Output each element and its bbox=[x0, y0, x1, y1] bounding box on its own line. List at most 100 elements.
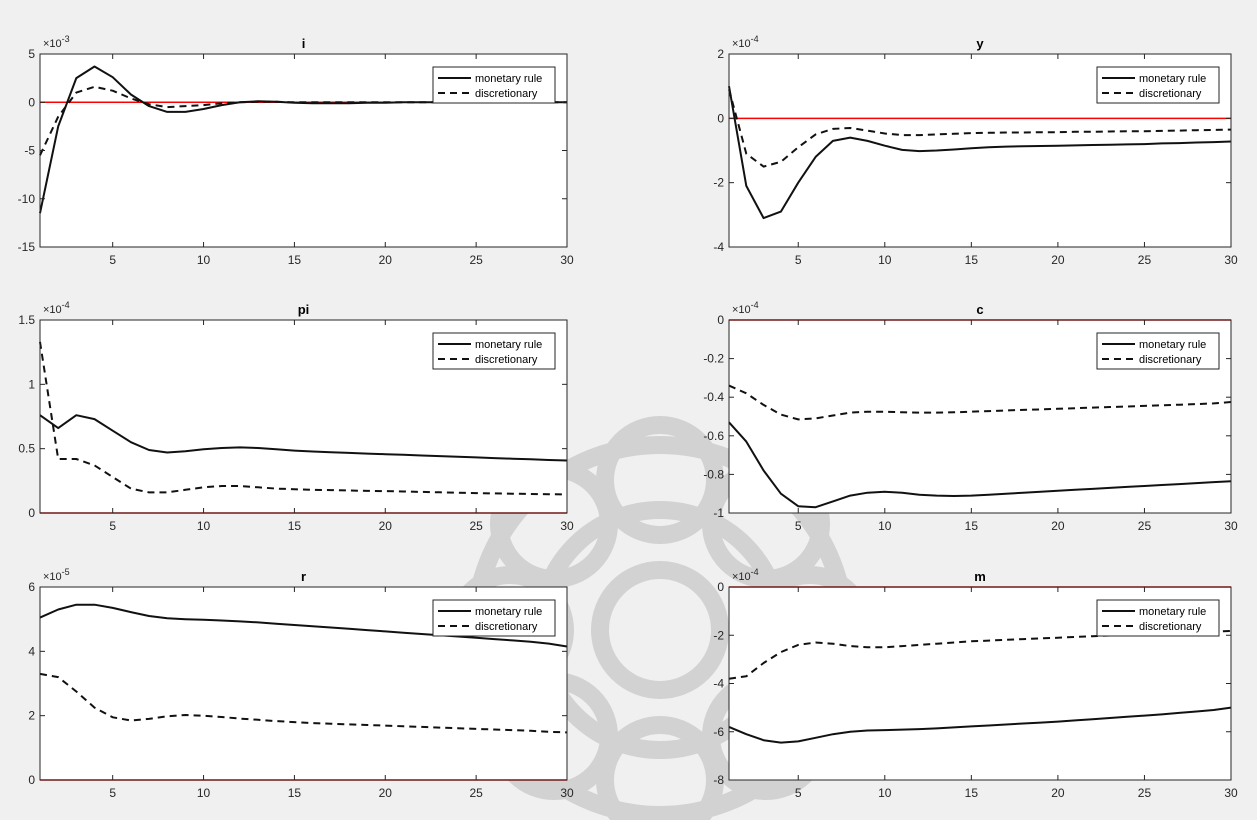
y-tick-label: -5 bbox=[24, 144, 35, 158]
legend-box bbox=[1096, 599, 1220, 637]
x-tick-label: 30 bbox=[1224, 253, 1238, 267]
chart-title: m bbox=[974, 569, 986, 584]
y-tick-label: 0 bbox=[717, 580, 724, 594]
x-tick-label: 10 bbox=[197, 786, 211, 800]
series-line-discretionary bbox=[728, 89, 1232, 168]
y-tick-label: 6 bbox=[28, 580, 35, 594]
chart-title: r bbox=[301, 569, 306, 584]
legend-label: monetary rule bbox=[475, 73, 542, 85]
legend-box bbox=[432, 599, 556, 637]
legend: monetary rule discretionary bbox=[432, 66, 556, 104]
series-line-monetary-rule bbox=[728, 421, 1232, 509]
y-tick-label: 5 bbox=[28, 47, 35, 61]
legend-label: discretionary bbox=[475, 88, 538, 100]
axes-border bbox=[728, 53, 1232, 248]
y-tick-label: -0.6 bbox=[703, 429, 724, 443]
subplot-pi: 5 10 15 20 25 30 0 0.5 1 1.5 ×10-4 pi monetary rule d… bbox=[18, 300, 574, 533]
y-tick-label: -0.8 bbox=[703, 467, 724, 481]
x-tick-label: 10 bbox=[878, 519, 892, 533]
legend-label: monetary rule bbox=[1139, 73, 1206, 85]
x-tick-label: 15 bbox=[965, 786, 979, 800]
x-tick-label: 5 bbox=[109, 519, 116, 533]
x-tick-label: 20 bbox=[1051, 519, 1065, 533]
y-tick-label: -8 bbox=[713, 773, 724, 787]
chart-title: i bbox=[302, 36, 306, 51]
x-tick-label: 15 bbox=[288, 786, 302, 800]
legend-label: discretionary bbox=[1139, 354, 1202, 366]
y-tick-label: -10 bbox=[18, 192, 36, 206]
series-line-discretionary bbox=[39, 672, 568, 734]
x-tick-label: 20 bbox=[1051, 253, 1065, 267]
axis-exponent-label: ×10-5 bbox=[43, 567, 70, 583]
x-tick-label: 20 bbox=[1051, 786, 1065, 800]
subplot-i: 5 10 15 20 25 30 -15 -10 -5 0 5 ×10-3 i monetary rule… bbox=[18, 34, 574, 267]
x-tick-label: 30 bbox=[1224, 519, 1238, 533]
series-line-monetary-rule bbox=[728, 86, 1232, 220]
x-tick-label: 15 bbox=[288, 519, 302, 533]
axis-exponent-label: ×10-4 bbox=[732, 34, 759, 50]
x-tick-label: 20 bbox=[379, 253, 393, 267]
x-tick-label: 15 bbox=[965, 519, 979, 533]
x-tick-label: 5 bbox=[795, 253, 802, 267]
y-tick-label: 0 bbox=[28, 773, 35, 787]
legend-label: monetary rule bbox=[475, 339, 542, 351]
y-tick-label: -0.2 bbox=[703, 352, 724, 366]
legend-label: monetary rule bbox=[1139, 339, 1206, 351]
y-tick-label: -2 bbox=[713, 628, 724, 642]
y-tick-label: 0 bbox=[717, 111, 724, 125]
legend-box bbox=[432, 332, 556, 370]
y-tick-label: 2 bbox=[28, 709, 35, 723]
legend-box bbox=[432, 66, 556, 104]
chart-title: c bbox=[976, 302, 983, 317]
x-tick-label: 25 bbox=[469, 786, 483, 800]
axis-exponent-label: ×10-3 bbox=[43, 34, 70, 50]
legend: monetary rule discretionary bbox=[1096, 599, 1220, 637]
x-tick-label: 30 bbox=[560, 786, 574, 800]
legend-label: monetary rule bbox=[475, 606, 542, 618]
x-tick-label: 30 bbox=[560, 253, 574, 267]
y-tick-label: 0 bbox=[28, 95, 35, 109]
legend: monetary rule discretionary bbox=[1096, 66, 1220, 104]
axis-exponent-label: ×10-4 bbox=[732, 300, 759, 316]
chart-title: pi bbox=[298, 302, 310, 317]
x-tick-label: 20 bbox=[379, 786, 393, 800]
axis-exponent-label: ×10-4 bbox=[43, 300, 70, 316]
y-tick-label: -0.4 bbox=[703, 390, 724, 404]
y-tick-label: 1.5 bbox=[18, 313, 35, 327]
x-tick-label: 30 bbox=[560, 519, 574, 533]
legend-box bbox=[1096, 66, 1220, 104]
legend: monetary rule discretionary bbox=[1096, 332, 1220, 370]
legend: monetary rule discretionary bbox=[432, 599, 556, 637]
series-line-monetary-rule bbox=[39, 603, 568, 648]
y-tick-label: 1 bbox=[28, 377, 35, 391]
x-tick-label: 5 bbox=[109, 253, 116, 267]
x-tick-label: 10 bbox=[197, 519, 211, 533]
x-tick-label: 5 bbox=[795, 786, 802, 800]
axes-border bbox=[728, 319, 1232, 514]
y-tick-label: 0.5 bbox=[18, 442, 35, 456]
x-tick-label: 10 bbox=[197, 253, 211, 267]
x-tick-label: 30 bbox=[1224, 786, 1238, 800]
subplot-y: 5 10 15 20 25 30 -4 -2 0 2 ×10-4 y monetary rule disc… bbox=[713, 34, 1238, 267]
x-tick-label: 20 bbox=[379, 519, 393, 533]
x-tick-label: 5 bbox=[795, 519, 802, 533]
axes-border bbox=[39, 586, 568, 781]
y-tick-label: 0 bbox=[28, 506, 35, 520]
subplot-m: 5 10 15 20 25 30 -8 -6 -4 -2 0 ×10-4 m monetary rule d… bbox=[713, 567, 1238, 800]
subplot-r: 5 10 15 20 25 30 0 2 4 6 ×10-5 r monetary rule discre… bbox=[28, 567, 574, 800]
x-tick-label: 25 bbox=[1138, 253, 1152, 267]
series-line-discretionary bbox=[39, 85, 567, 156]
x-tick-label: 10 bbox=[878, 253, 892, 267]
y-tick-label: -1 bbox=[713, 506, 724, 520]
legend: monetary rule discretionary bbox=[432, 332, 556, 370]
y-tick-label: -6 bbox=[713, 725, 724, 739]
series-line-discretionary bbox=[39, 341, 568, 496]
legend-label: discretionary bbox=[1139, 621, 1202, 633]
x-tick-label: 15 bbox=[288, 253, 302, 267]
y-tick-label: -15 bbox=[18, 240, 36, 254]
x-tick-label: 25 bbox=[469, 519, 483, 533]
y-tick-label: 2 bbox=[717, 47, 724, 61]
axis-exponent-label: ×10-4 bbox=[732, 567, 759, 583]
x-tick-label: 25 bbox=[1138, 786, 1152, 800]
